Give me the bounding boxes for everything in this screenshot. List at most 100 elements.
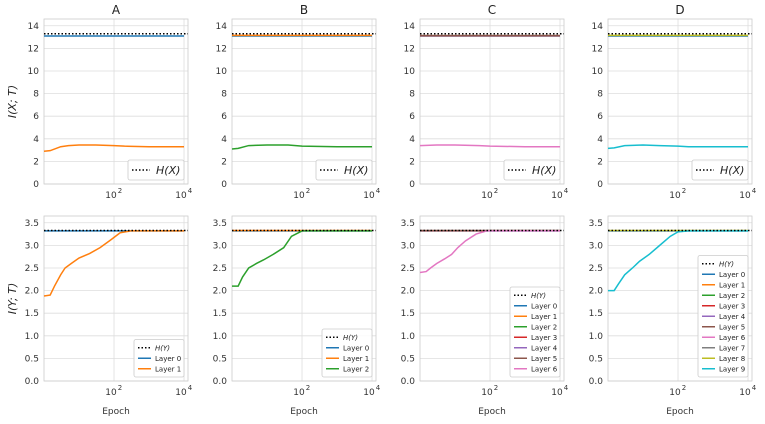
legend-label: H(Y) — [531, 292, 546, 300]
y-tick-label: 0 — [33, 180, 39, 190]
y-tick-label: 0.0 — [213, 377, 228, 387]
y-tick-label: 1.0 — [25, 332, 40, 342]
y-tick-label: 2.5 — [213, 264, 227, 274]
x-tick-label: 10 — [551, 388, 563, 398]
x-tick-label: 10 — [363, 388, 375, 398]
x-tick-label: 10 — [669, 191, 681, 201]
legend-label: Layer 5 — [531, 355, 557, 363]
legend-label: Layer 1 — [155, 365, 181, 373]
y-tick-label: 0 — [221, 180, 227, 190]
y-tick-label: 2 — [221, 157, 227, 167]
x-tick-label: 10 — [175, 191, 187, 201]
legend-label: H(X) — [344, 164, 368, 177]
y-tick-label: 1.5 — [589, 309, 603, 319]
legend-box — [315, 159, 373, 181]
y-tick-label: 0.5 — [401, 354, 415, 364]
y-axis-label: I(Y; T) — [6, 283, 19, 315]
x-axis-label: Epoch — [478, 407, 506, 417]
legend-box — [503, 159, 561, 181]
x-tick-exponent: 2 — [118, 384, 122, 392]
panel-title: B — [300, 3, 308, 17]
y-tick-label: 10 — [28, 67, 40, 77]
x-tick-label: 10 — [293, 388, 305, 398]
y-tick-label: 8 — [409, 90, 415, 100]
y-tick-label: 10 — [216, 67, 228, 77]
y-tick-label: 3.0 — [401, 241, 416, 251]
series-line — [43, 230, 185, 297]
x-tick-exponent: 4 — [752, 187, 757, 195]
panel-C-bottom: 0.00.51.01.52.02.53.03.510 2 10 4EpochH(Y)L… — [401, 215, 569, 417]
y-tick-label: 0 — [409, 180, 415, 190]
axes-frame — [43, 18, 189, 185]
legend: H(X) — [127, 159, 185, 181]
y-tick-label: 3.5 — [589, 219, 603, 229]
x-tick-exponent: 2 — [494, 384, 498, 392]
legend-label: Layer 2 — [719, 292, 745, 300]
x-tick-exponent: 2 — [118, 187, 122, 195]
y-tick-label: 8 — [33, 90, 39, 100]
y-tick-label: 14 — [592, 22, 604, 32]
x-axis-label: Epoch — [290, 407, 318, 417]
y-tick-label: 12 — [592, 44, 603, 54]
axes-frame — [607, 215, 753, 382]
y-tick-label: 14 — [216, 22, 228, 32]
y-tick-label: 1.5 — [213, 309, 227, 319]
y-tick-label: 4 — [409, 135, 415, 145]
x-tick-exponent: 2 — [494, 187, 498, 195]
x-tick-exponent: 4 — [564, 187, 569, 195]
legend-label: Layer 4 — [531, 344, 558, 352]
legend-label: Layer 1 — [531, 313, 557, 321]
y-tick-label: 12 — [216, 44, 227, 54]
x-tick-exponent: 4 — [188, 384, 193, 392]
legend-label: Layer 2 — [343, 365, 369, 373]
legend-label: H(Y) — [343, 334, 358, 342]
x-tick-label: 10 — [739, 191, 751, 201]
y-tick-label: 3.0 — [25, 241, 40, 251]
axes-frame — [607, 18, 753, 185]
series-line — [231, 144, 373, 150]
legend-label: Layer 0 — [719, 271, 745, 279]
x-tick-exponent: 2 — [682, 187, 686, 195]
y-tick-label: 2.5 — [25, 264, 39, 274]
y-tick-label: 1.0 — [401, 332, 416, 342]
legend-label: Layer 3 — [719, 302, 745, 310]
legend-label: H(X) — [532, 164, 556, 177]
series-line — [607, 144, 749, 150]
y-tick-label: 2.0 — [25, 287, 40, 297]
legend-label: Layer 1 — [343, 355, 369, 363]
y-tick-label: 2.5 — [589, 264, 603, 274]
y-tick-label: 4 — [221, 135, 227, 145]
legend-box — [691, 159, 749, 181]
legend-label: Layer 8 — [719, 355, 745, 363]
x-tick-label: 10 — [293, 191, 305, 201]
x-axis-label: Epoch — [666, 407, 694, 417]
series-line — [232, 230, 373, 287]
y-tick-label: 6 — [221, 112, 227, 122]
legend-label: Layer 0 — [343, 344, 369, 352]
legend: H(Y) Layer 0 Layer 1 Layer 2 — [321, 328, 373, 378]
legend-label: H(X) — [720, 164, 744, 177]
y-tick-label: 2 — [33, 157, 39, 167]
legend: H(Y) Layer 0 Layer 1 — [133, 339, 185, 378]
x-tick-exponent: 2 — [306, 187, 310, 195]
y-tick-label: 4 — [597, 135, 603, 145]
y-tick-label: 14 — [28, 22, 40, 32]
y-tick-label: 3.5 — [213, 219, 227, 229]
x-tick-label: 10 — [669, 388, 681, 398]
y-tick-label: 12 — [404, 44, 415, 54]
y-tick-label: 0.0 — [589, 377, 604, 387]
x-tick-label: 10 — [105, 191, 117, 201]
axes-frame — [43, 215, 189, 382]
y-tick-label: 2.5 — [401, 264, 415, 274]
y-tick-label: 3.0 — [213, 241, 228, 251]
x-tick-label: 10 — [739, 388, 751, 398]
legend-box — [127, 159, 185, 181]
y-tick-label: 14 — [404, 22, 416, 32]
panel-title: D — [675, 3, 684, 17]
y-tick-label: 12 — [28, 44, 39, 54]
y-tick-label: 0.5 — [589, 354, 603, 364]
legend-label: H(Y) — [155, 344, 170, 352]
